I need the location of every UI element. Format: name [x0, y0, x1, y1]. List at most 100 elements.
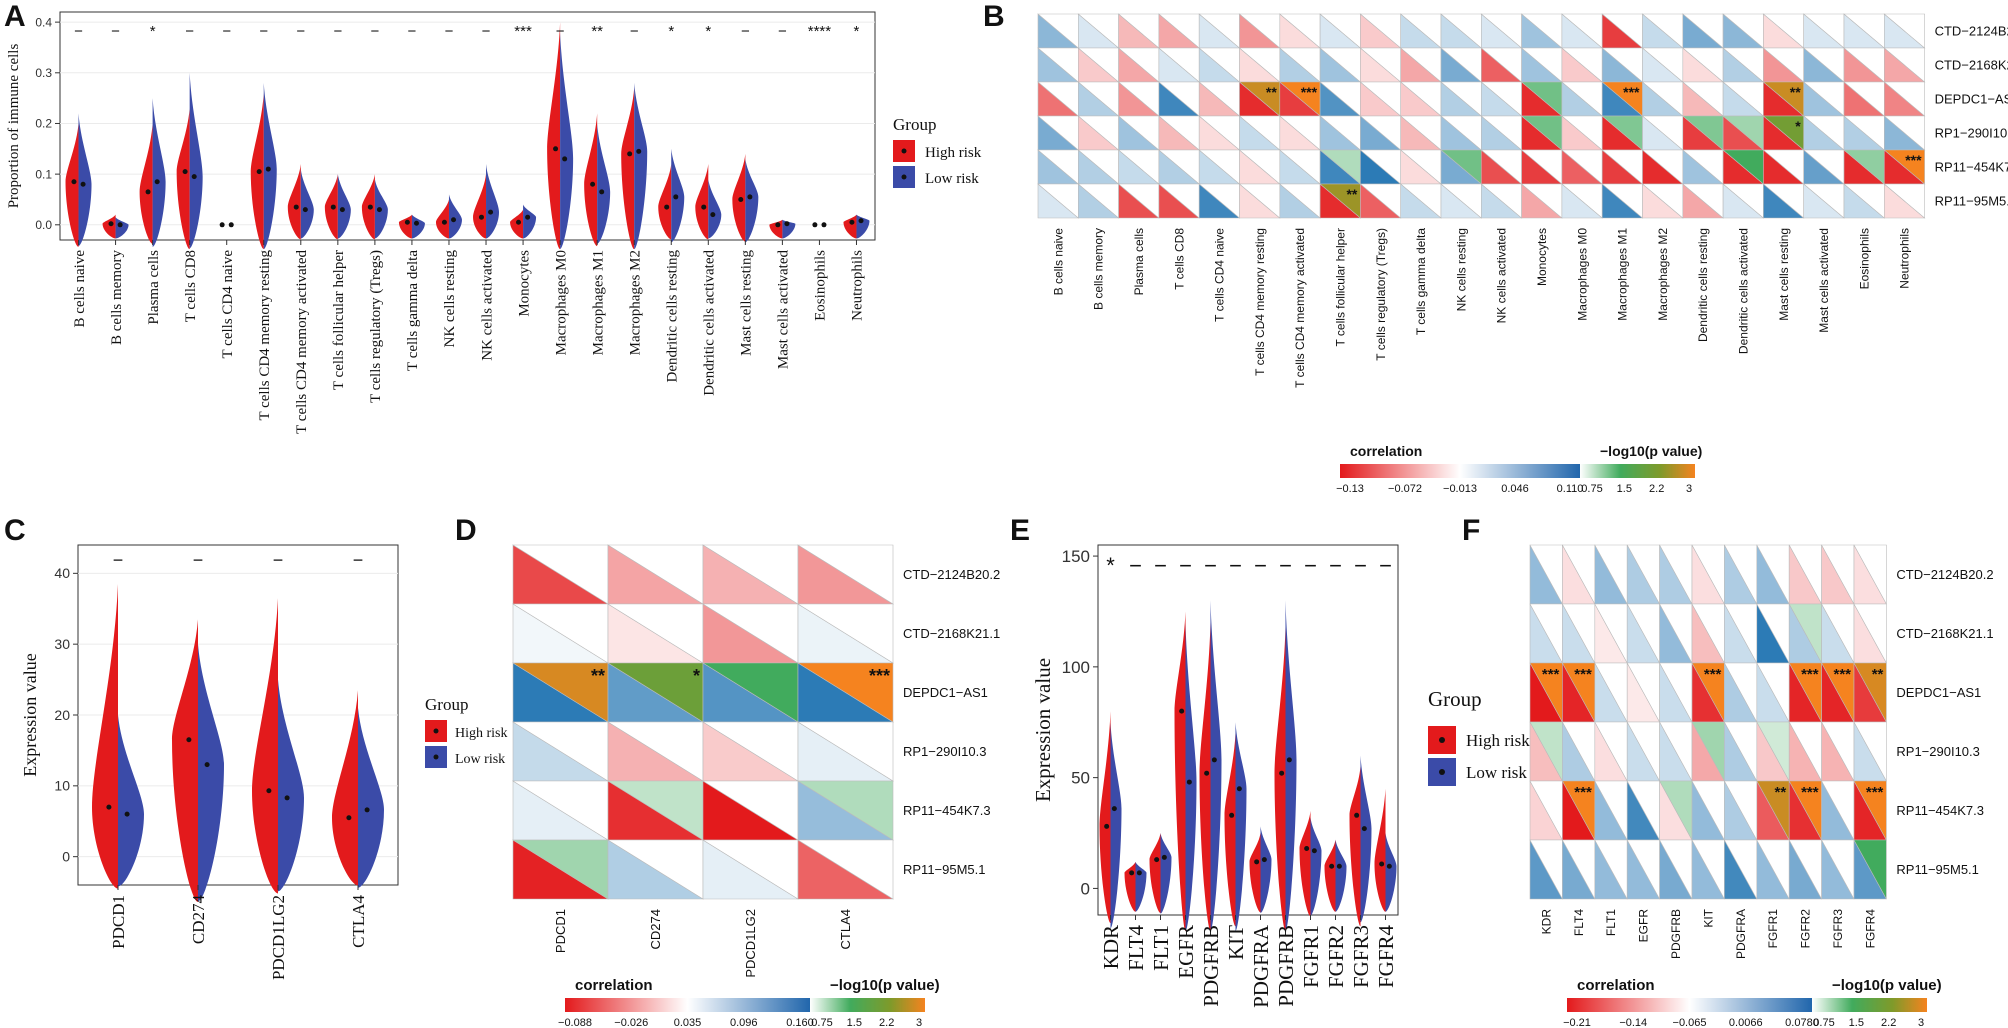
median-point-low-risk	[154, 179, 160, 185]
violin-half-low-risk	[560, 32, 574, 250]
median-point-low-risk	[1311, 848, 1317, 854]
x-tick-label: Neutrophils	[850, 250, 866, 321]
heat-cell	[1762, 13, 1805, 49]
row-label: CTD−2168K21.1	[903, 626, 1000, 641]
legend-label-high: High risk	[925, 145, 982, 161]
violin-half-low-risk	[1385, 833, 1397, 912]
colorbar-tick-label: 1.5	[1849, 1017, 1864, 1028]
heatmap-color-legend: correlation −log10(p value) −0.13 −0.072 −0.…	[1336, 443, 1702, 495]
heat-cell	[1594, 544, 1628, 605]
violin-half-high-risk	[1174, 611, 1186, 931]
y-tick-label: 150	[1062, 547, 1090, 566]
significance-stars: ***	[1866, 784, 1884, 801]
heat-cell	[701, 721, 800, 782]
heat-cell	[1480, 47, 1523, 83]
heat-cell	[1529, 721, 1563, 782]
y-tick-label: 100	[1062, 658, 1090, 677]
heat-cell	[701, 662, 800, 723]
median-point-high-risk	[71, 179, 77, 185]
violin-fgfr4	[1374, 788, 1397, 912]
median-point-low-risk	[821, 222, 827, 228]
heat-cell	[1883, 47, 1926, 83]
heat-cell	[1158, 183, 1201, 219]
significance-label: −	[1329, 553, 1342, 578]
heat-cell	[1756, 839, 1790, 900]
column-label: PDGFRA	[1734, 909, 1748, 959]
heat-cell	[1691, 721, 1725, 782]
group-legend-e: Group High risk Low risk	[1428, 687, 1530, 786]
heat-cell	[1722, 115, 1765, 151]
y-tick-label: 0.2	[35, 117, 52, 131]
significance-label: ***	[514, 23, 532, 40]
heat-cell	[1659, 839, 1693, 900]
violin-half-low-risk	[198, 644, 224, 902]
violin-half-high-risk	[1349, 766, 1361, 927]
panel-letter-b: B	[983, 0, 1005, 33]
group-legend-a: Group High risk Low risk	[893, 115, 982, 188]
panel-letter-e: E	[1010, 514, 1030, 547]
significance-stars: ***	[1801, 784, 1819, 801]
heat-cell	[1659, 544, 1693, 605]
row-label: RP11−454K7.3	[903, 803, 991, 818]
significance-stars: **	[1775, 784, 1787, 801]
x-tick-label: CD274	[189, 895, 208, 945]
heat-cell	[1561, 47, 1604, 83]
heat-cell: ***	[1278, 81, 1321, 117]
heat-cell	[1788, 839, 1823, 900]
column-label: PDCD1LG2	[743, 909, 758, 978]
heat-cell	[1756, 603, 1790, 664]
heat-cell	[1681, 149, 1724, 185]
significance-label: −	[185, 23, 194, 40]
heat-cell	[1762, 47, 1805, 83]
colorbar-tick-label: 2.2	[1881, 1017, 1896, 1028]
heat-cell	[1319, 149, 1362, 185]
violin-mast-cells-resting	[732, 153, 759, 243]
heat-cell	[1722, 81, 1765, 117]
x-tick-label: KDR	[1099, 925, 1123, 969]
violin-nk-cells-resting	[435, 194, 462, 239]
heat-cell	[1198, 13, 1241, 49]
column-label: B cells naive	[1051, 228, 1065, 296]
x-tick-label: FGFR4	[1374, 925, 1398, 989]
median-point-high-risk	[1254, 859, 1260, 865]
significance-label: ****	[808, 23, 832, 40]
median-point-low-risk	[710, 212, 716, 218]
heat-cell	[1691, 544, 1725, 605]
heat-cell	[1883, 115, 1926, 151]
heat-cell	[1626, 544, 1661, 605]
column-label: KIT	[1701, 908, 1715, 927]
median-point-high-risk	[1129, 870, 1135, 876]
heat-cell: **	[1756, 780, 1790, 841]
heat-cell	[606, 721, 705, 782]
colorbar-tick-label: 1.5	[847, 1017, 862, 1028]
heat-cell	[796, 839, 895, 900]
heat-cell	[1561, 183, 1604, 219]
heat-cell	[1681, 81, 1724, 117]
median-point-low-risk	[562, 156, 568, 162]
heat-cell	[1802, 81, 1845, 117]
median-point-high-risk	[553, 146, 559, 152]
column-label: Macrophages M1	[1616, 228, 1630, 321]
heat-cell	[1037, 13, 1080, 49]
heat-cell	[1561, 149, 1604, 185]
pvalue-triangle	[796, 721, 894, 782]
x-tick-label: Dendritic cells resting	[665, 250, 681, 383]
heat-cell	[1626, 603, 1661, 664]
median-point-high-risk	[775, 222, 781, 228]
y-tick-label: 10	[54, 778, 70, 794]
violin-half-high-risk	[473, 174, 487, 239]
violin-fgfr2	[1324, 839, 1347, 912]
column-label: CD274	[648, 909, 663, 949]
heat-cell	[1440, 183, 1483, 219]
violin-half-high-risk	[252, 598, 278, 894]
violin-macrophages-m2	[621, 82, 648, 250]
median-point-high-risk	[1104, 823, 1110, 829]
heat-cell	[1843, 115, 1886, 151]
legend-title: Group	[893, 115, 936, 134]
violin-half-high-risk	[65, 123, 79, 247]
heat-cell: ***	[796, 662, 895, 723]
heat-cell	[1883, 13, 1926, 49]
heat-cell	[1788, 603, 1823, 664]
violin-mast-cells-activated	[769, 219, 796, 239]
violin-half-low-risk	[486, 164, 500, 239]
